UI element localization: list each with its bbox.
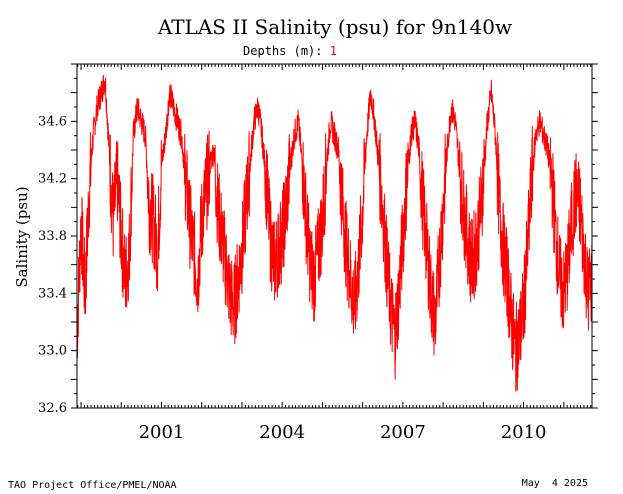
y-tick-label: 33.4	[38, 286, 67, 301]
x-tick-label: 2010	[501, 422, 547, 443]
footer-date: May 4 2025	[522, 478, 588, 489]
depth-value: 1	[330, 44, 337, 58]
y-tick-label: 33.0	[38, 344, 67, 359]
x-tick-label: 2004	[259, 422, 305, 443]
series-layer	[77, 74, 592, 392]
chart-title: ATLAS II Salinity (psu) for 9n140w	[157, 15, 512, 39]
y-axis-label: Salinity (psu)	[13, 186, 31, 287]
y-tick-label: 33.8	[38, 229, 67, 244]
y-tick-label: 32.6	[38, 401, 67, 416]
x-tick-label: 2007	[380, 422, 426, 443]
y-tick-label: 34.2	[38, 172, 67, 187]
y-tick-label: 34.6	[38, 114, 67, 129]
x-tick-labels: 2001 2004 2007 2010	[139, 422, 547, 443]
series-line-0	[77, 74, 592, 392]
depth-label-text: Depths (m):	[243, 44, 322, 58]
x-tick-label: 2001	[139, 422, 185, 443]
footer-credit: TAO Project Office/PMEL/NOAA	[8, 480, 177, 491]
y-tick-labels: 32.6 33.0 33.4 33.8 34.2 34.6	[38, 114, 67, 416]
plot-frame	[76, 63, 593, 409]
depth-label: Depths (m): 1	[243, 44, 337, 58]
